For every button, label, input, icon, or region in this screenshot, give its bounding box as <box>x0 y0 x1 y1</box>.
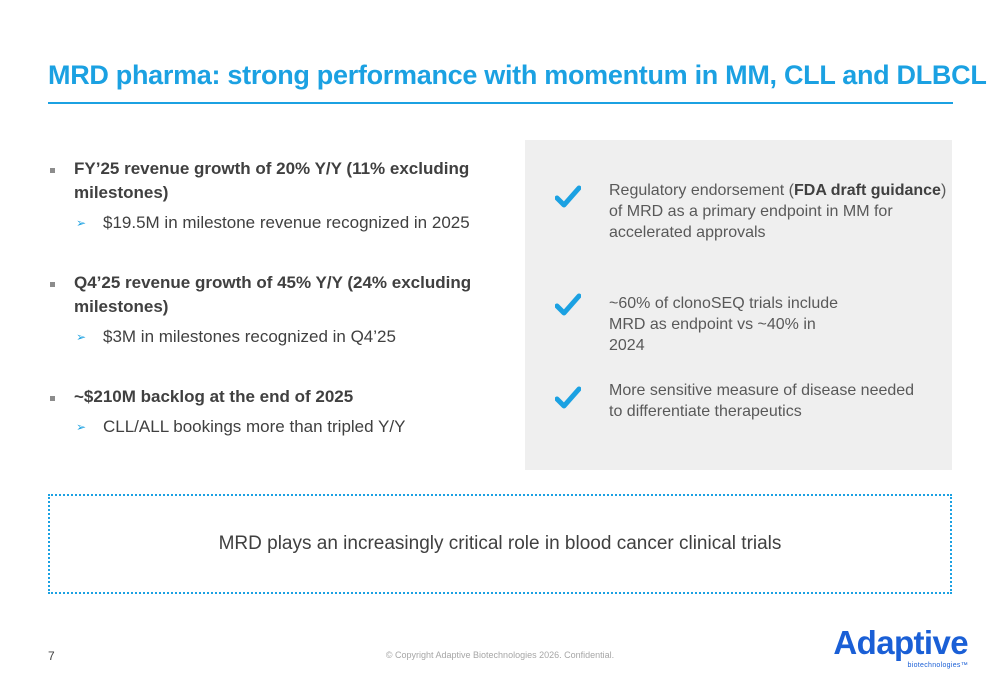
arrow-bullet-icon: ➢ <box>76 330 87 344</box>
sub-bullet-item: ➢ $19.5M in milestone revenue recognized… <box>48 211 488 235</box>
bullet-group: Q4’25 revenue growth of 45% Y/Y (24% exc… <box>48 271 488 349</box>
bullet-group: FY’25 revenue growth of 20% Y/Y (11% exc… <box>48 157 488 235</box>
bullet-list: FY’25 revenue growth of 20% Y/Y (11% exc… <box>48 157 488 475</box>
sub-bullet-item: ➢ CLL/ALL bookings more than tripled Y/Y <box>48 415 488 439</box>
emphasis-text: FDA draft guidance <box>793 182 941 199</box>
square-bullet-icon <box>50 168 55 173</box>
sub-bullet-text: $3M in milestones recognized in Q4’25 <box>103 327 396 346</box>
bullet-text: Q4’25 revenue growth of 45% Y/Y (24% exc… <box>74 273 472 316</box>
bullet-group: ~$210M backlog at the end of 2025 ➢ CLL/… <box>48 385 488 439</box>
arrow-bullet-icon: ➢ <box>76 420 87 434</box>
highlights-panel: Regulatory endorsement (FDA draft guidan… <box>525 140 952 470</box>
square-bullet-icon <box>50 396 55 401</box>
bullet-item: FY’25 revenue growth of 20% Y/Y (11% exc… <box>48 157 488 205</box>
sub-bullet-text: CLL/ALL bookings more than tripled Y/Y <box>103 417 406 436</box>
slide-title: MRD pharma: strong performance with mome… <box>48 60 987 90</box>
square-bullet-icon <box>50 282 55 287</box>
bullet-text: FY’25 revenue growth of 20% Y/Y (11% exc… <box>74 159 470 202</box>
bullet-item: Q4’25 revenue growth of 45% Y/Y (24% exc… <box>48 271 488 319</box>
arrow-bullet-icon: ➢ <box>76 216 87 230</box>
checkmark-icon <box>555 185 581 208</box>
checkmark-icon <box>555 386 581 409</box>
checkmark-icon <box>555 293 581 316</box>
logo-tagline: biotechnologies™ <box>907 662 968 669</box>
bullet-item: ~$210M backlog at the end of 2025 <box>48 385 488 409</box>
callout-box: MRD plays an increasingly critical role … <box>48 494 952 594</box>
checklist-text: More sensitive measure of disease needed… <box>609 382 915 420</box>
sub-bullet-text: $19.5M in milestone revenue recognized i… <box>103 213 470 232</box>
callout-text: MRD plays an increasingly critical role … <box>218 533 782 554</box>
checklist-text: Regulatory endorsement (FDA draft guidan… <box>609 182 947 241</box>
copyright-notice: © Copyright Adaptive Biotechnologies 202… <box>385 650 615 660</box>
bullet-text: ~$210M backlog at the end of 2025 <box>74 387 354 406</box>
checklist-text: ~60% of clonoSEQ trials include MRD as e… <box>609 295 839 354</box>
page-number: 7 <box>48 649 55 663</box>
title-divider <box>48 102 953 104</box>
company-logo: Adaptive biotechnologies™ <box>828 624 968 674</box>
sub-bullet-item: ➢ $3M in milestones recognized in Q4’25 <box>48 325 488 349</box>
logo-wordmark: Adaptive <box>833 624 968 661</box>
